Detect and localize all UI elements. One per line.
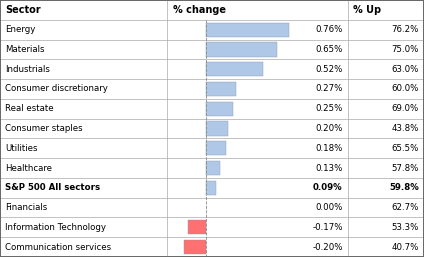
Bar — [188, 220, 206, 234]
Text: 76.2%: 76.2% — [391, 25, 419, 34]
Text: 60.0%: 60.0% — [391, 85, 419, 94]
Text: Energy: Energy — [5, 25, 36, 34]
Text: Utilities: Utilities — [5, 144, 38, 153]
Text: 75.0%: 75.0% — [391, 45, 419, 54]
Text: -0.20%: -0.20% — [312, 243, 343, 252]
Text: Healthcare: Healthcare — [5, 163, 52, 172]
Bar — [206, 102, 234, 116]
Bar — [206, 62, 263, 76]
Text: Communication services: Communication services — [5, 243, 111, 252]
Text: 69.0%: 69.0% — [392, 104, 419, 113]
Text: 0.27%: 0.27% — [315, 85, 343, 94]
Text: Real estate: Real estate — [5, 104, 54, 113]
Text: 65.5%: 65.5% — [391, 144, 419, 153]
Text: Consumer staples: Consumer staples — [5, 124, 83, 133]
Text: 40.7%: 40.7% — [391, 243, 419, 252]
Text: 0.52%: 0.52% — [315, 65, 343, 74]
Text: 0.76%: 0.76% — [315, 25, 343, 34]
Text: % Up: % Up — [353, 5, 381, 15]
Bar — [206, 141, 226, 155]
Text: 0.18%: 0.18% — [315, 144, 343, 153]
Text: 0.09%: 0.09% — [313, 183, 343, 192]
Text: 53.3%: 53.3% — [391, 223, 419, 232]
Text: 0.25%: 0.25% — [315, 104, 343, 113]
Text: -0.17%: -0.17% — [312, 223, 343, 232]
Text: 0.65%: 0.65% — [315, 45, 343, 54]
Text: Financials: Financials — [5, 203, 47, 212]
Text: 63.0%: 63.0% — [391, 65, 419, 74]
Text: 62.7%: 62.7% — [391, 203, 419, 212]
Text: 59.8%: 59.8% — [389, 183, 419, 192]
Bar — [206, 23, 289, 37]
Bar — [206, 82, 236, 96]
Text: S&P 500 All sectors: S&P 500 All sectors — [5, 183, 100, 192]
Text: 57.8%: 57.8% — [391, 163, 419, 172]
Text: % change: % change — [173, 5, 226, 15]
Text: 0.13%: 0.13% — [315, 163, 343, 172]
Bar — [184, 240, 206, 254]
Bar — [206, 181, 216, 195]
Bar — [206, 161, 220, 175]
Text: Industrials: Industrials — [5, 65, 50, 74]
Bar — [206, 42, 277, 57]
Text: 0.20%: 0.20% — [315, 124, 343, 133]
Text: Sector: Sector — [5, 5, 41, 15]
Text: 43.8%: 43.8% — [391, 124, 419, 133]
Text: 0.00%: 0.00% — [315, 203, 343, 212]
Text: Materials: Materials — [5, 45, 45, 54]
Text: Consumer discretionary: Consumer discretionary — [5, 85, 108, 94]
Bar — [206, 121, 228, 136]
Text: Information Technology: Information Technology — [5, 223, 106, 232]
